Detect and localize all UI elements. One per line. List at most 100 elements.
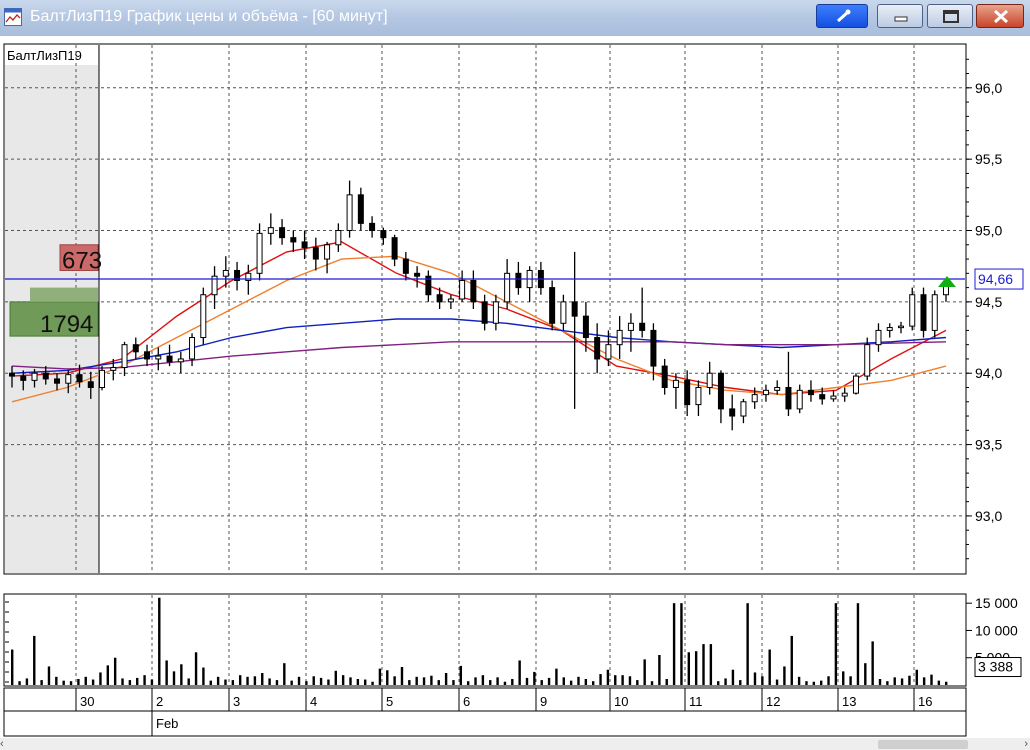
day-label-11: 11 [689, 694, 703, 709]
volume-bar [341, 675, 345, 685]
volume-bar [775, 679, 779, 685]
minimize-button[interactable] [877, 4, 923, 28]
volume-bar [165, 660, 168, 685]
candle-body [504, 272, 511, 303]
volume-bar [437, 680, 440, 685]
volume-profile: 673 1794 [9, 244, 102, 338]
scroll-left-arrow-icon[interactable]: ‹ [0, 738, 4, 750]
candle-body [121, 344, 128, 369]
candle-body [920, 294, 927, 331]
candle-body [897, 325, 904, 329]
volume-bar [158, 597, 161, 685]
volume-bar [922, 677, 926, 685]
profile-block-green-top [30, 287, 98, 302]
chart-canvas[interactable]: БалтЛизП19 96,095,595,094,594,093,593,0 … [0, 36, 1030, 738]
maximize-icon [943, 10, 959, 23]
volume-bar [99, 672, 102, 685]
volume-bar [878, 679, 882, 685]
volume-bar [408, 680, 411, 685]
scroll-thumb[interactable] [878, 740, 968, 749]
horizontal-scrollbar[interactable]: ‹ › [0, 738, 1030, 750]
volume-bar [503, 681, 507, 685]
volume-bar [739, 680, 742, 685]
candle-body [616, 329, 623, 346]
scroll-right-arrow-icon[interactable]: › [1024, 738, 1028, 750]
volume-bar [819, 680, 823, 685]
volume-bar [790, 635, 793, 685]
title-bar[interactable]: БалтЛизП19 График цены и объёма - [60 ми… [0, 0, 1030, 37]
volume-bar [834, 603, 838, 685]
volume-bar [253, 676, 257, 685]
volume-bar [628, 676, 632, 685]
candle-body [222, 269, 229, 277]
volume-tick-label: 10 000 [975, 622, 1018, 638]
candle-body [481, 301, 488, 324]
candles [9, 180, 949, 431]
volume-bar [261, 673, 264, 685]
volume-bar [430, 675, 433, 685]
volume-bar [849, 676, 852, 685]
volume-bar [47, 666, 51, 685]
volume-bar [724, 678, 727, 685]
day-label-4: 4 [310, 694, 317, 709]
candle-body [560, 301, 567, 324]
profile-label-1794: 1794 [40, 311, 93, 338]
volume-bar [827, 676, 830, 685]
volume-bar [842, 671, 845, 685]
candle-body [684, 379, 691, 406]
volume-bar [459, 665, 463, 685]
volume-bar [283, 663, 286, 685]
candle-body [931, 294, 938, 331]
maximize-button[interactable] [927, 4, 973, 28]
volume-bar [606, 669, 610, 685]
volume-bar [797, 676, 801, 685]
volume-bar [856, 603, 860, 685]
price-axis: 96,0 95,5 95,0 94,5 94,0 93,5 93,0 [966, 58, 1002, 560]
volume-bar [650, 681, 654, 685]
candle-body [762, 389, 769, 396]
volume-bar [540, 680, 543, 685]
volume-bar [69, 681, 73, 685]
candle-body [425, 275, 432, 296]
candle-body [774, 386, 781, 391]
candle-body [200, 294, 207, 339]
month-label: Feb [156, 716, 178, 731]
candle-body [256, 232, 263, 274]
volume-bar [25, 678, 29, 685]
volume-bar [621, 675, 624, 685]
candle-body [875, 329, 882, 346]
volume-bar [753, 672, 757, 685]
volume-bar [246, 676, 249, 685]
candle-body [740, 401, 747, 417]
price-tick-label: 95,5 [975, 151, 1002, 167]
volume-bar [937, 680, 941, 685]
volume-bar [327, 679, 330, 685]
volume-bar [518, 660, 521, 685]
volume-bar [893, 677, 896, 685]
volume-bar [290, 680, 293, 685]
volume-bar [805, 681, 808, 685]
volume-bar [584, 679, 588, 685]
volume-bar [202, 667, 205, 685]
volume-bar [91, 679, 95, 685]
candle-body [695, 386, 702, 406]
day-label-5: 5 [386, 694, 393, 709]
candle-body [841, 392, 848, 397]
candle-body [144, 351, 151, 360]
volume-bar [422, 677, 426, 685]
day-label-9: 9 [540, 694, 547, 709]
volume-bar [268, 678, 271, 685]
candle-body [369, 222, 376, 232]
close-button[interactable] [976, 4, 1024, 28]
volume-bar [930, 674, 933, 685]
last-price-marker: 94,66 [5, 268, 1024, 290]
candle-body [414, 272, 421, 277]
volume-bar [864, 663, 867, 685]
pin-button[interactable] [816, 4, 868, 28]
candle-body [54, 378, 61, 384]
candle-body [909, 294, 916, 327]
candle-body [402, 258, 409, 274]
volume-bar [444, 673, 448, 685]
chart-client-area[interactable]: БалтЛизП19 96,0 95,5 95,0 94,5 94,0 93,5 93,0 … [0, 36, 1030, 750]
volume-panel[interactable] [3, 593, 967, 687]
